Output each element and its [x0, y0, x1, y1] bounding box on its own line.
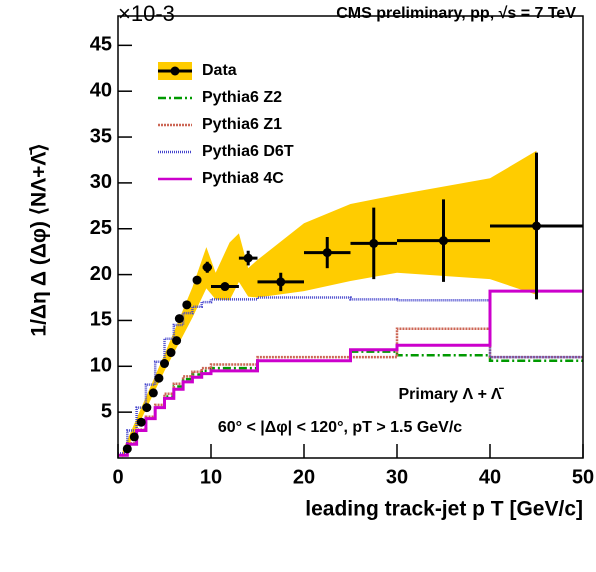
x-tick-label: 40: [479, 466, 501, 488]
data-point: [148, 388, 158, 398]
legend-label: Data: [202, 62, 237, 79]
systematic-band: [122, 150, 537, 458]
chart-title: CMS preliminary, pp, √s = 7 TeV: [336, 5, 576, 22]
data-point: [166, 348, 176, 358]
data-point: [142, 403, 152, 413]
mc-histogram: [118, 350, 583, 457]
data-point: [136, 417, 146, 427]
y-tick-label: 25: [90, 217, 112, 239]
x-tick-label: 10: [200, 466, 222, 488]
data-point: [202, 262, 212, 272]
data-point: [122, 444, 132, 454]
y-tick-label: 20: [90, 263, 112, 285]
annotation: Primary Λ + Λ̄: [398, 386, 504, 403]
data-point: [129, 432, 139, 442]
data-point: [276, 277, 286, 287]
y-tick-label: 5: [101, 400, 112, 422]
x-tick-label: 0: [112, 466, 123, 488]
multiplier: ×10-3: [118, 1, 175, 26]
x-tick-label: 20: [293, 466, 315, 488]
legend-label: Pythia8 4C: [202, 170, 284, 187]
data-point: [182, 300, 192, 310]
y-tick-label: 30: [90, 171, 112, 193]
y-tick-label: 15: [90, 309, 112, 331]
legend-label: Pythia6 Z1: [202, 116, 282, 133]
data-point: [439, 236, 448, 246]
mc-histogram: [118, 289, 583, 457]
legend-label: Pythia6 Z2: [202, 89, 282, 106]
data-point: [172, 336, 182, 346]
data-point: [192, 275, 202, 285]
legend-swatch: [170, 66, 180, 76]
y-tick-label: 10: [90, 355, 112, 377]
x-axis-label: leading track-jet p T [GeV/c]: [305, 498, 583, 521]
plot-frame: [117, 15, 584, 459]
data-point: [243, 253, 253, 263]
x-tick-label: 30: [386, 466, 408, 488]
y-tick-label: 35: [90, 125, 112, 147]
data-point: [532, 221, 541, 231]
x-tick-label: 50: [572, 466, 594, 488]
y-tick-label: 45: [90, 34, 112, 56]
legend-label: Pythia6 D6T: [202, 143, 294, 160]
data-point: [322, 248, 332, 258]
data-point: [174, 314, 184, 324]
annotation: 60° < |Δφ| < 120°, pT > 1.5 GeV/c: [218, 419, 462, 436]
data-point: [160, 359, 169, 369]
y-axis-label: 1/Δη Δ (Δφ) ⟨NΛ+Λ̄⟩: [28, 143, 51, 336]
data-point: [220, 282, 230, 292]
y-tick-label: 40: [90, 79, 112, 101]
mc-histogram: [118, 327, 583, 457]
data-point: [154, 373, 164, 383]
data-point: [369, 238, 379, 248]
